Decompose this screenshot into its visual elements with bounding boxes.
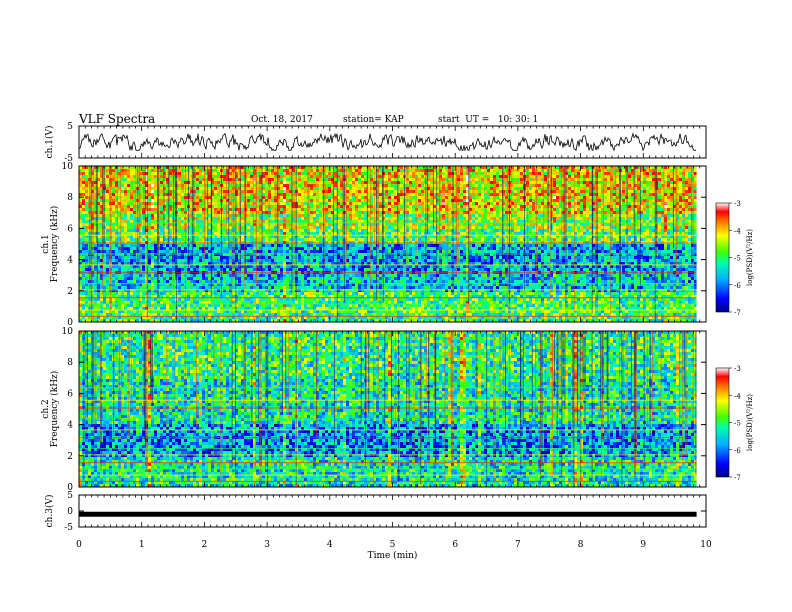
xtick-label: 1 (139, 540, 145, 550)
xtick-label: 10 (700, 540, 712, 550)
ch3-ytick-label: -5 (64, 523, 73, 533)
xtick-label: 0 (76, 540, 82, 550)
xtick-label: 7 (515, 540, 521, 550)
ch1-spec-ytick-label: 10 (62, 162, 74, 172)
ch3-ylabel: ch.3(V) (44, 495, 55, 528)
ch1-colorbar-tick-label: -7 (734, 309, 741, 317)
start-time-label: start UT = 10: 30: 1 (438, 115, 538, 125)
ch2-spec-ylabel: Frequency (kHz) (49, 371, 60, 448)
ch2-spec-ytick-label: 0 (67, 483, 73, 493)
xtick-label: 5 (390, 540, 396, 550)
ch2-colorbar-tick-label: -5 (734, 420, 741, 428)
ch2-spec-ytick-label: 6 (67, 389, 73, 399)
ch1-colorbar-label: log(PSD)(V²/Hz) (746, 229, 754, 286)
ch1-colorbar-tick-label: -3 (734, 200, 741, 208)
ch2-colorbar-label: log(PSD)(V²/Hz) (746, 394, 754, 451)
ch1-waveform (79, 132, 696, 152)
ch2-spec-ytick-label: 8 (67, 358, 73, 368)
date-label: Oct. 18, 2017 (251, 115, 313, 125)
ch1-spec-ytick-label: 8 (67, 193, 73, 203)
x-axis-label: Time (min) (368, 550, 418, 561)
xtick-label: 8 (578, 540, 584, 550)
chart-title: VLF Spectra (79, 112, 155, 126)
ch2-spec-ytick-label: 10 (62, 327, 74, 337)
station-label: station= KAP (343, 115, 404, 125)
ch2-colorbar-tick-label: -7 (734, 474, 741, 482)
ch1-spec-ytick-label: 6 (67, 224, 73, 234)
ch2-colorbar-tick-label: -3 (734, 365, 741, 373)
ch1-spec-ylabel: ch.1 (41, 234, 51, 253)
ch1-ytick-label: 5 (67, 122, 73, 132)
ch2-colorbar-tick-label: -6 (734, 447, 741, 455)
xtick-label: 6 (452, 540, 458, 550)
ch2-colorbar (715, 367, 730, 478)
ch1-spec-ytick-label: 0 (67, 318, 73, 328)
ch1-spec-ytick-label: 2 (67, 287, 73, 297)
xtick-label: 9 (640, 540, 646, 550)
xtick-label: 2 (202, 540, 208, 550)
ch2-spec-ytick-label: 2 (67, 452, 73, 462)
ch1-spec-ylabel: Frequency (kHz) (49, 206, 60, 283)
ch2-colorbar-tick-label: -4 (734, 392, 741, 400)
ch1-colorbar (715, 202, 730, 313)
ch1-spec-ytick-label: 4 (67, 256, 73, 266)
ch2-spec-ylabel: ch.2 (41, 399, 51, 418)
ch3-ytick-label: 5 (67, 491, 73, 501)
ch1-colorbar-tick-label: -4 (734, 227, 741, 235)
ch1-ylabel: ch.1(V) (44, 126, 55, 159)
ch1-colorbar-tick-label: -6 (734, 282, 741, 290)
ch1-spectrogram (79, 166, 706, 322)
ch3-ytick-label: 0 (67, 507, 73, 517)
ch1-colorbar-tick-label: -5 (734, 255, 741, 263)
xtick-label: 4 (327, 540, 333, 550)
xtick-label: 3 (264, 540, 270, 550)
ch1-ytick-label: -5 (64, 154, 73, 164)
ch2-spectrogram (79, 331, 706, 487)
ch2-spec-ytick-label: 4 (67, 421, 73, 431)
